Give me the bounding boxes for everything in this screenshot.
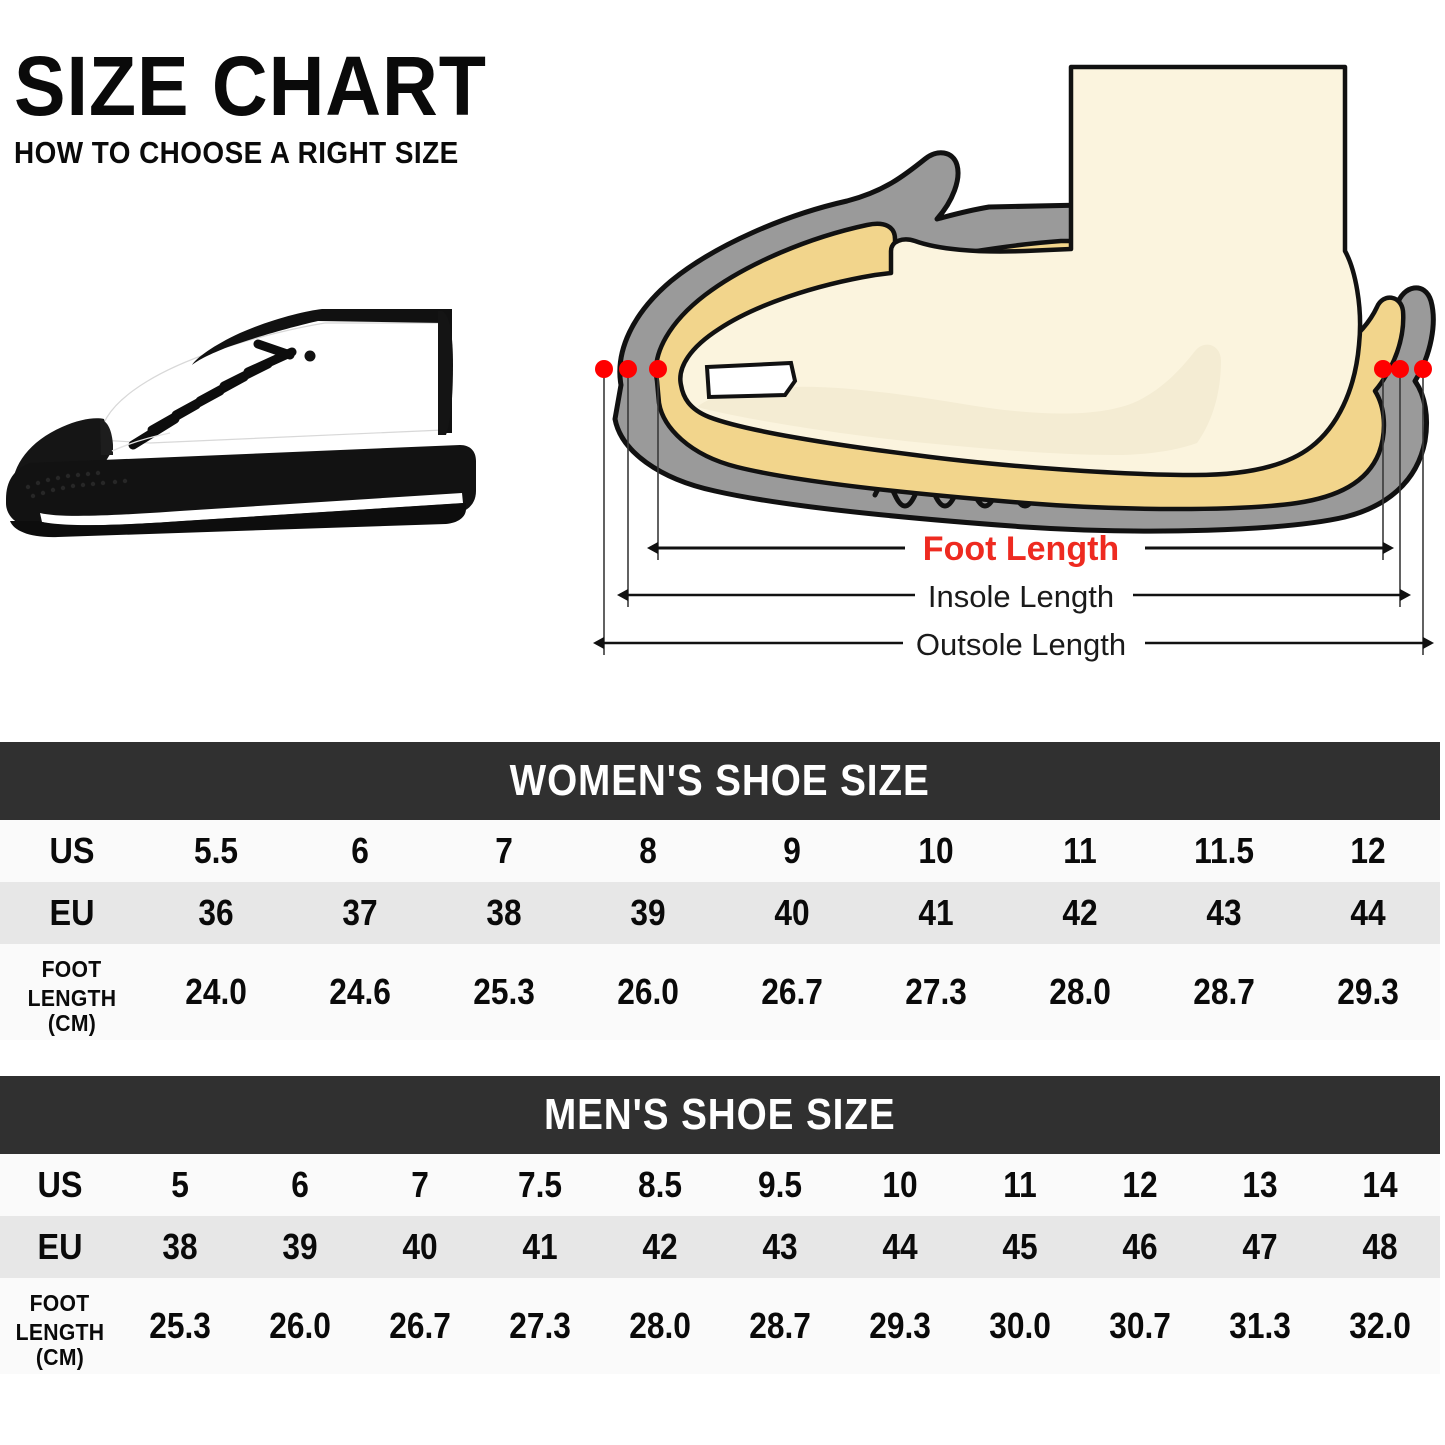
table-cell: 43: [1152, 882, 1296, 944]
table-cell: 26.7: [360, 1278, 480, 1374]
womens-us-row-label: US: [0, 820, 144, 882]
table-cell: 42: [1008, 882, 1152, 944]
womens-table-title-row: WOMEN'S SHOE SIZE: [0, 742, 1440, 820]
table-cell: 43: [720, 1216, 840, 1278]
table-cell: 7: [360, 1154, 480, 1216]
table-cell: 29.3: [840, 1278, 960, 1374]
table-cell: 27.3: [480, 1278, 600, 1374]
womens-table-title-cell: WOMEN'S SHOE SIZE: [0, 742, 1440, 820]
table-cell: 38: [120, 1216, 240, 1278]
page-title: SIZE CHART: [14, 39, 487, 133]
table-cell: 28.7: [720, 1278, 840, 1374]
foot-measurement-diagram: Foot Length Insole Length Outsole Length: [585, 55, 1445, 675]
table-cell: 47: [1200, 1216, 1320, 1278]
womens-table-title: WOMEN'S SHOE SIZE: [509, 756, 931, 805]
table-cell: 29.3: [1296, 944, 1440, 1040]
table-cell: 12: [1080, 1154, 1200, 1216]
table-cell: 11: [1008, 820, 1152, 882]
outsole-length-dimension: Outsole Length: [593, 627, 1434, 662]
foot-in-shoe-cross-section: Foot Length Insole Length Outsole Length: [593, 64, 1436, 662]
insole-length-label: Insole Length: [928, 579, 1114, 614]
mens-foot-length-row-label: FOOT LENGTH (CM): [0, 1278, 120, 1374]
table-cell: 12: [1296, 820, 1440, 882]
womens-foot-length-row: FOOT LENGTH (CM) 24.0 24.6 25.3 26.0 26.…: [0, 944, 1440, 1040]
table-cell: 40: [360, 1216, 480, 1278]
table-cell: 39: [240, 1216, 360, 1278]
table-cell: 39: [576, 882, 720, 944]
table-cell: 30.0: [960, 1278, 1080, 1374]
foot-length-dimension: Foot Length: [647, 530, 1394, 568]
mens-eu-row-label: EU: [0, 1216, 120, 1278]
table-cell: 13: [1200, 1154, 1320, 1216]
table-cell: 10: [840, 1154, 960, 1216]
mens-size-table: MEN'S SHOE SIZE US 5 6 7 7.5 8.5 9.5 10 …: [0, 1076, 1440, 1374]
table-cell: 31.3: [1200, 1278, 1320, 1374]
table-cell: 9: [720, 820, 864, 882]
womens-eu-row-label: EU: [0, 882, 144, 944]
womens-foot-length-row-label: FOOT LENGTH (CM): [0, 944, 144, 1040]
mens-us-row: US 5 6 7 7.5 8.5 9.5 10 11 12 13 14: [0, 1154, 1440, 1216]
table-cell: 10: [864, 820, 1008, 882]
table-cell: 40: [720, 882, 864, 944]
mens-table-title-cell: MEN'S SHOE SIZE: [0, 1076, 1440, 1154]
table-cell: 44: [1296, 882, 1440, 944]
mens-table-title: MEN'S SHOE SIZE: [544, 1090, 896, 1139]
womens-eu-row: EU 36 37 38 39 40 41 42 43 44: [0, 882, 1440, 944]
table-cell: 28.0: [1008, 944, 1152, 1040]
table-cell: 25.3: [120, 1278, 240, 1374]
table-cell: 6: [240, 1154, 360, 1216]
table-cell: 28.7: [1152, 944, 1296, 1040]
table-cell: 44: [840, 1216, 960, 1278]
table-cell: 45: [960, 1216, 1080, 1278]
table-cell: 41: [864, 882, 1008, 944]
table-cell: 26.0: [576, 944, 720, 1040]
insole-length-dimension: Insole Length: [617, 579, 1411, 614]
table-cell: 48: [1320, 1216, 1440, 1278]
table-cell: 24.0: [144, 944, 288, 1040]
table-cell: 28.0: [600, 1278, 720, 1374]
womens-us-row: US 5.5 6 7 8 9 10 11 11.5 12: [0, 820, 1440, 882]
table-cell: 14: [1320, 1154, 1440, 1216]
mens-foot-length-row: FOOT LENGTH (CM) 25.3 26.0 26.7 27.3 28.…: [0, 1278, 1440, 1374]
shoe-product-photo: [0, 255, 500, 555]
table-cell: 8.5: [600, 1154, 720, 1216]
foot-shape: [678, 64, 1363, 478]
title-block: SIZE CHART HOW TO CHOOSE A RIGHT SIZE: [14, 39, 614, 171]
mens-table-title-row: MEN'S SHOE SIZE: [0, 1076, 1440, 1154]
table-cell: 9.5: [720, 1154, 840, 1216]
table-cell: 41: [480, 1216, 600, 1278]
outsole-length-label: Outsole Length: [916, 627, 1126, 662]
table-cell: 11: [960, 1154, 1080, 1216]
table-cell: 5: [120, 1154, 240, 1216]
mens-eu-row: EU 38 39 40 41 42 43 44 45 46 47 48: [0, 1216, 1440, 1278]
measurement-point-markers: [595, 360, 1432, 378]
table-cell: 42: [600, 1216, 720, 1278]
table-cell: 37: [288, 882, 432, 944]
page-subtitle: HOW TO CHOOSE A RIGHT SIZE: [14, 135, 459, 171]
table-cell: 26.0: [240, 1278, 360, 1374]
mens-us-row-label: US: [0, 1154, 120, 1216]
table-cell: 5.5: [144, 820, 288, 882]
table-cell: 46: [1080, 1216, 1200, 1278]
womens-size-table: WOMEN'S SHOE SIZE US 5.5 6 7 8 9 10 11 1…: [0, 742, 1440, 1040]
table-cell: 7.5: [480, 1154, 600, 1216]
table-cell: 32.0: [1320, 1278, 1440, 1374]
table-cell: 6: [288, 820, 432, 882]
foot-length-label: Foot Length: [923, 530, 1119, 568]
table-cell: 38: [432, 882, 576, 944]
high-top-sneaker-illustration: [6, 309, 476, 538]
table-cell: 24.6: [288, 944, 432, 1040]
table-cell: 26.7: [720, 944, 864, 1040]
table-cell: 11.5: [1152, 820, 1296, 882]
table-cell: 36: [144, 882, 288, 944]
dimension-extension-lines: [603, 369, 1424, 655]
table-cell: 27.3: [864, 944, 1008, 1040]
table-cell: 30.7: [1080, 1278, 1200, 1374]
table-cell: 7: [432, 820, 576, 882]
table-cell: 8: [576, 820, 720, 882]
table-cell: 25.3: [432, 944, 576, 1040]
